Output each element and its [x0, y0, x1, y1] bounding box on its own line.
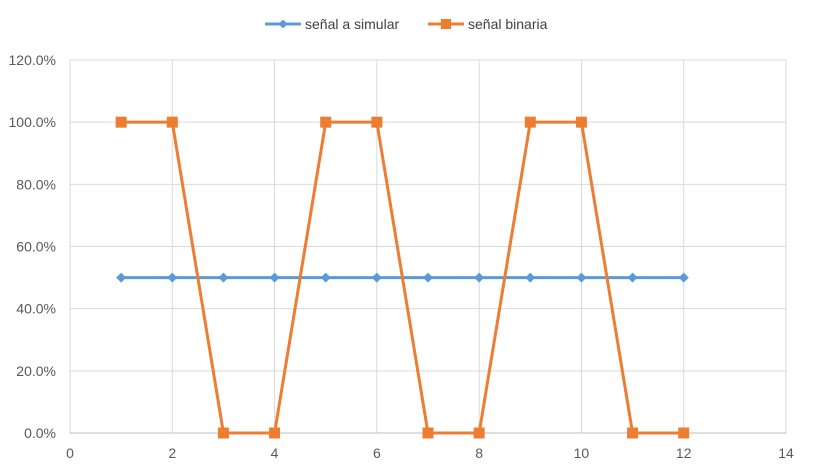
- legend-marker: [278, 19, 288, 29]
- axes: 0.0% 20.0% 40.0% 60.0% 80.0% 100.0% 120.0% 0 2 4 6…: [9, 52, 794, 461]
- data-point: [218, 272, 229, 283]
- x-tick-label: 8: [475, 445, 483, 461]
- data-point: [167, 272, 178, 283]
- series-line: [121, 120, 684, 435]
- data-point: [575, 116, 587, 128]
- data-point: [320, 116, 332, 128]
- x-tick-label: 4: [271, 445, 279, 461]
- data-point: [473, 427, 485, 439]
- y-tick-label: 40.0%: [16, 301, 56, 317]
- data-point: [678, 427, 690, 439]
- data-point: [217, 427, 229, 439]
- data-point: [166, 116, 178, 128]
- legend-marker: [441, 19, 451, 29]
- data-point: [525, 272, 536, 283]
- x-tick-label: 2: [168, 445, 176, 461]
- x-tick-label: 12: [676, 445, 692, 461]
- data-point: [422, 427, 434, 439]
- legend-label: señal a simular: [305, 16, 399, 32]
- legend-item-1: señal a simular: [265, 16, 399, 32]
- data-point: [116, 272, 127, 283]
- legend-item-2: señal binaria: [428, 16, 548, 32]
- y-tick-label: 20.0%: [16, 363, 56, 379]
- data-point: [269, 272, 280, 283]
- data-point: [524, 116, 536, 128]
- series-group: [115, 116, 690, 439]
- y-tick-label: 80.0%: [16, 176, 56, 192]
- y-tick-label: 0.0%: [24, 425, 56, 441]
- x-tick-label: 14: [778, 445, 794, 461]
- data-point: [627, 272, 638, 283]
- legend: señal a simular señal binaria: [265, 16, 548, 32]
- x-tick-label: 6: [373, 445, 381, 461]
- legend-label: señal binaria: [468, 16, 548, 32]
- data-point: [371, 272, 382, 283]
- data-point: [269, 427, 281, 439]
- data-point: [678, 272, 689, 283]
- grid-lines: [70, 59, 787, 433]
- data-point: [423, 272, 433, 283]
- data-point: [320, 272, 331, 283]
- y-tick-label: 100.0%: [9, 114, 56, 130]
- x-tick-label: 10: [574, 445, 590, 461]
- y-tick-label: 60.0%: [16, 239, 56, 255]
- data-point: [627, 427, 639, 439]
- data-point: [115, 116, 127, 128]
- series-2: [115, 116, 690, 439]
- data-point: [576, 272, 587, 283]
- data-point: [371, 116, 383, 128]
- x-tick-label: 0: [66, 445, 74, 461]
- data-point: [474, 272, 485, 283]
- y-tick-label: 120.0%: [9, 52, 56, 68]
